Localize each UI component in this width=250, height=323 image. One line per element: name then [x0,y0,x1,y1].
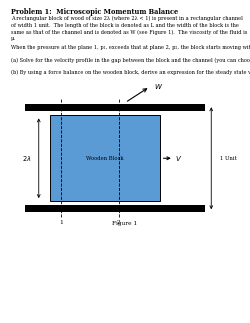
Text: Problem 1:  Microscopic Momentum Balance: Problem 1: Microscopic Momentum Balance [11,8,178,16]
Text: When the pressure at the plane 1, p₁, exceeds that at plane 2, p₂, the block sta: When the pressure at the plane 1, p₁, ex… [11,45,250,49]
Text: $W$: $W$ [154,82,163,91]
Text: (a) Solve for the velocity profile in the gap between the block and the channel : (a) Solve for the velocity profile in th… [11,57,250,63]
Text: Figure 1: Figure 1 [112,221,138,226]
Text: 2: 2 [117,220,120,225]
Text: $2\lambda$: $2\lambda$ [22,154,31,163]
Text: (b) By using a force balance on the wooden block, derive an expression for the s: (b) By using a force balance on the wood… [11,69,250,75]
Bar [25,104,205,111]
Text: $V$: $V$ [175,154,182,163]
Bar [50,115,160,201]
Bar [25,205,205,212]
Text: Wooden Block: Wooden Block [86,156,124,161]
Text: A rectangular block of wood of size 2λ (where 2λ < 1) is present in a rectangula: A rectangular block of wood of size 2λ (… [11,16,248,41]
Text: 1 Unit: 1 Unit [220,156,237,161]
Text: 1: 1 [59,220,63,225]
